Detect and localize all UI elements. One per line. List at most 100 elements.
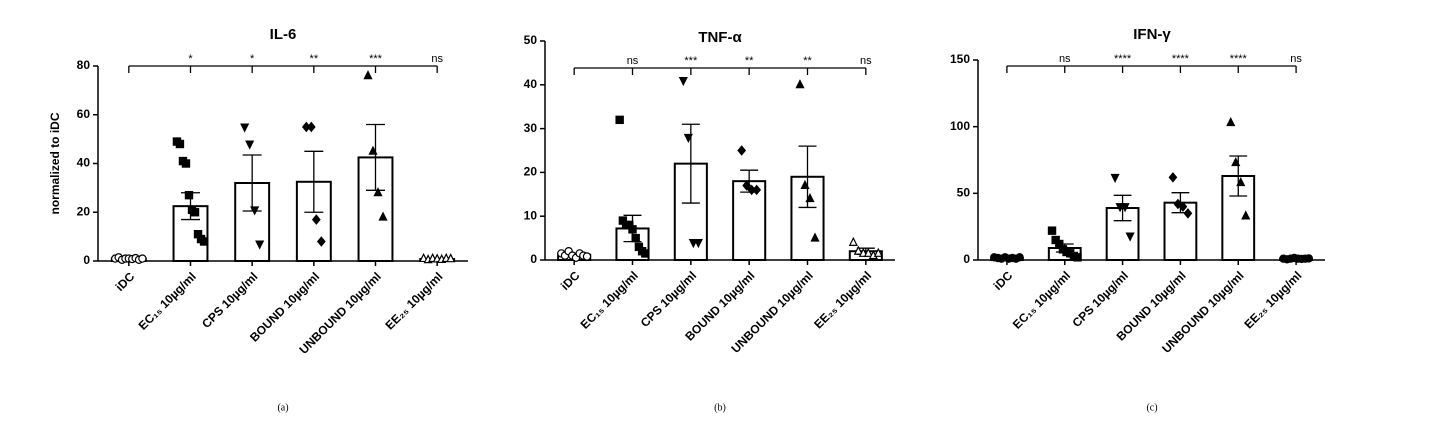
data-point: [1120, 203, 1130, 213]
x-tick-label: EC₁₅ 10µg/ml: [1010, 268, 1073, 331]
data-point: [316, 236, 326, 247]
y-tick-label: 30: [524, 121, 538, 135]
data-point: [190, 208, 200, 217]
data-point: [810, 232, 820, 242]
data-point: [1183, 208, 1193, 219]
data-point: [795, 79, 805, 89]
significance-label: ****: [1230, 53, 1248, 65]
data-point: [863, 247, 873, 257]
y-tick-label: 40: [524, 77, 538, 91]
data-point: [1231, 157, 1241, 167]
data-point: [245, 140, 255, 150]
x-tick-label: iDC: [558, 268, 583, 293]
data-point: [693, 239, 703, 249]
data-point: [373, 187, 383, 197]
data-point: [615, 115, 624, 125]
caption: (c): [1146, 402, 1157, 413]
error-bar: [366, 123, 385, 191]
x-tick-label: EE₂₅ 10µg/ml: [383, 269, 446, 332]
x-tick-label: EC₁₅ 10µg/ml: [136, 269, 199, 332]
error-bar: [304, 150, 324, 213]
caption: (b): [714, 402, 726, 413]
data-point: [1241, 210, 1251, 220]
x-tick-label: CPS 10µg/ml: [638, 268, 699, 329]
x-tick-label: CPS 10µg/ml: [1069, 268, 1130, 329]
y-tick-label: 80: [77, 58, 91, 72]
significance-label: ns: [860, 55, 872, 67]
significance-label: **: [745, 55, 754, 67]
bar: [732, 180, 767, 261]
chart-title: TNF-α: [698, 29, 742, 46]
data-point: [311, 214, 321, 225]
data-point: [250, 206, 260, 216]
data-point: [306, 121, 316, 133]
y-tick-label: 100: [950, 119, 970, 133]
data-point: [1125, 232, 1135, 242]
data-point: [199, 237, 209, 246]
data-point: [1178, 201, 1188, 212]
y-tick-label: 50: [524, 33, 538, 47]
data-point: [138, 254, 147, 263]
y-tick-label: 150: [950, 52, 970, 66]
data-point: [175, 139, 185, 149]
y-tick-label: 10: [524, 208, 538, 222]
x-tick-label: EE₂₅ 10µg/ml: [1241, 268, 1304, 331]
y-tick-label: 20: [524, 165, 538, 179]
data-point: [683, 133, 693, 144]
data-point: [1047, 226, 1057, 235]
y-tick-label: 0: [83, 253, 90, 267]
significance-label: ns: [1059, 53, 1071, 65]
significance-label: *: [250, 53, 255, 65]
y-tick-label: 50: [957, 186, 971, 200]
x-tick-label: CPS 10µg/ml: [199, 269, 260, 330]
chart-title: IFN-γ: [1133, 26, 1171, 43]
data-point: [240, 123, 250, 133]
x-tick-label: iDC: [991, 268, 1016, 293]
caption: (a): [277, 402, 288, 413]
y-tick-label: 60: [77, 107, 91, 121]
y-tick-label: 0: [963, 252, 970, 266]
x-tick-label: EC₁₅ 10µg/ml: [578, 268, 641, 331]
data-point: [742, 180, 752, 191]
y-tick-label: 0: [530, 252, 537, 266]
significance-label: ns: [431, 53, 443, 65]
data-point: [1226, 117, 1236, 127]
y-tick-label: 40: [77, 156, 91, 170]
error-bar: [242, 154, 262, 212]
data-point: [800, 179, 810, 190]
data-point: [1110, 173, 1120, 183]
significance-label: ****: [1172, 53, 1190, 65]
significance-label: ns: [1290, 53, 1302, 65]
data-point: [805, 193, 815, 203]
data-point: [628, 225, 637, 234]
data-point: [1168, 172, 1178, 183]
data-point: [378, 211, 388, 221]
significance-label: ****: [1114, 53, 1132, 65]
y-tick-label: 20: [77, 204, 91, 218]
data-point: [1236, 177, 1246, 187]
data-point: [848, 236, 858, 246]
significance-label: ns: [627, 55, 639, 67]
significance-label: **: [803, 55, 812, 67]
x-tick-label: EE₂₅ 10µg/ml: [811, 268, 874, 331]
chart-title: IL-6: [270, 26, 297, 43]
data-point: [641, 249, 650, 258]
data-point: [631, 233, 640, 243]
data-point: [446, 253, 456, 263]
data-point: [368, 145, 378, 155]
data-point: [363, 70, 373, 80]
data-point: [184, 190, 194, 200]
data-point: [1073, 253, 1082, 262]
significance-label: ***: [369, 53, 383, 65]
data-point: [1304, 254, 1314, 263]
y-axis-label: normalized to iDC: [48, 112, 62, 214]
data-point: [582, 252, 592, 261]
significance-label: *: [188, 53, 193, 65]
significance-label: **: [310, 53, 319, 65]
data-point: [1015, 253, 1024, 262]
data-point: [752, 184, 762, 196]
data-point: [853, 245, 863, 255]
error-bar: [1113, 194, 1132, 222]
error-bar: [798, 145, 817, 209]
